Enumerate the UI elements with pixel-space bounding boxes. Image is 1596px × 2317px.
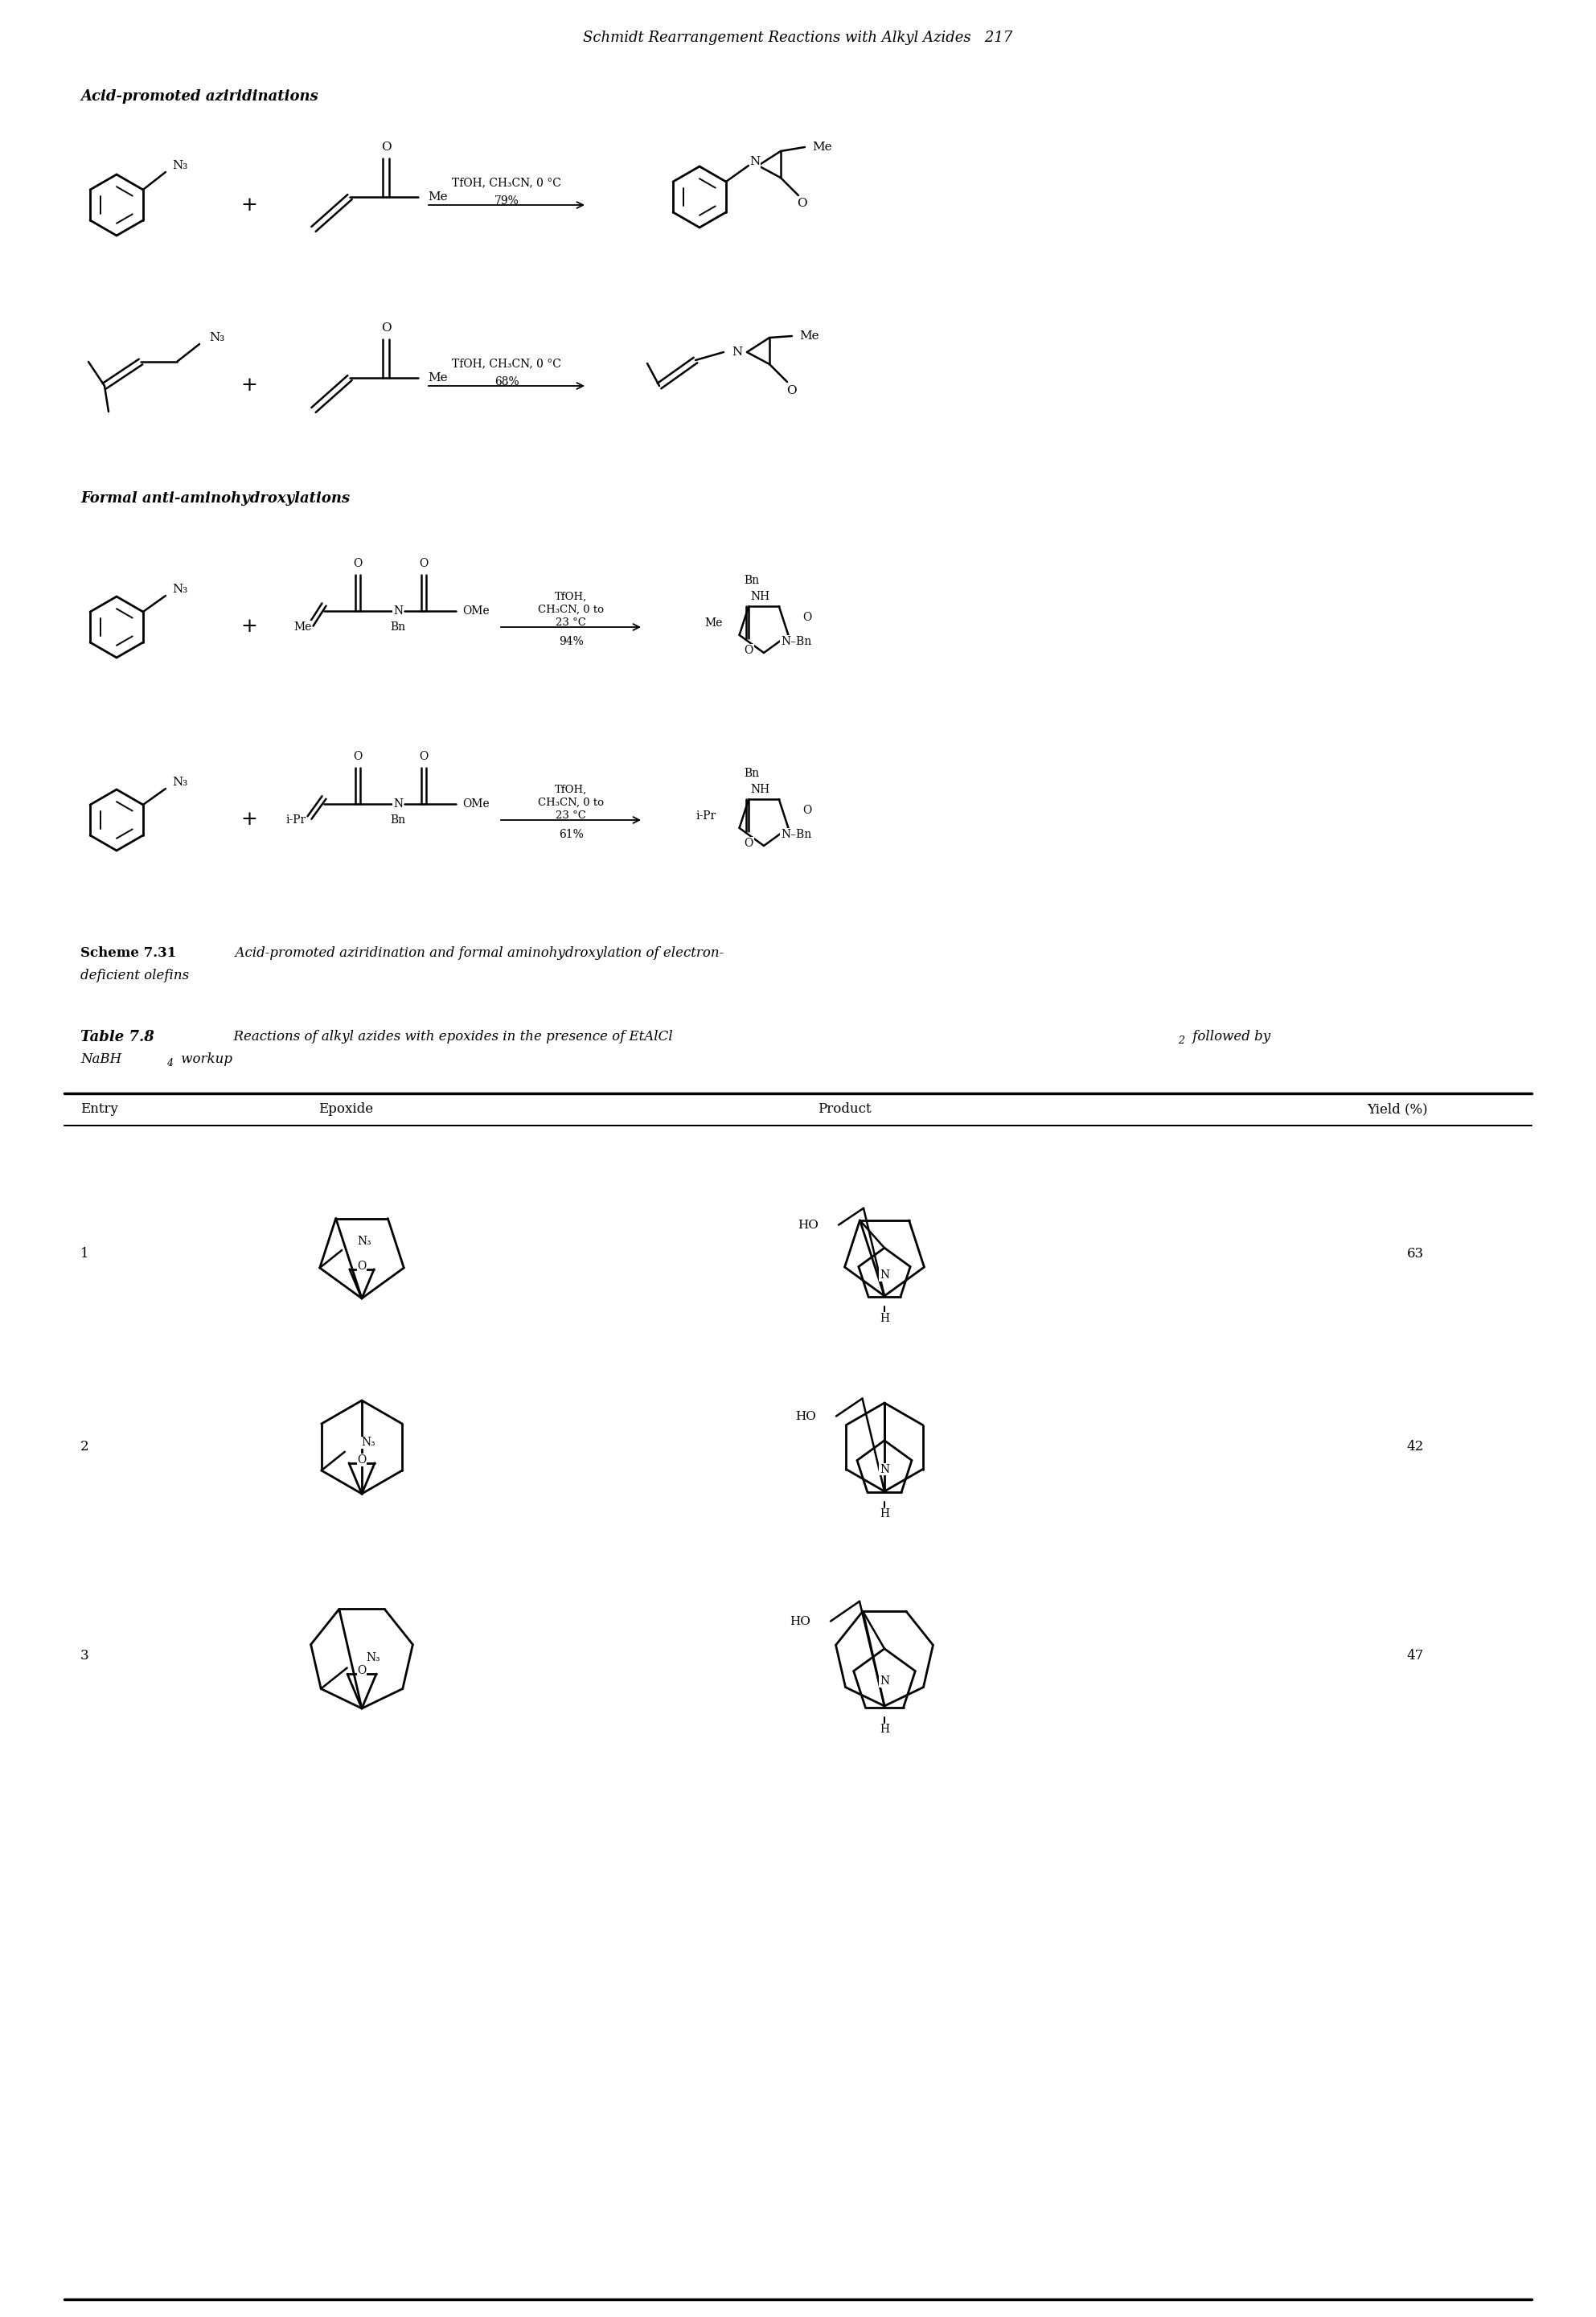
Text: 23 °C: 23 °C xyxy=(555,811,586,820)
Text: Table 7.8: Table 7.8 xyxy=(80,1029,155,1045)
Text: HO: HO xyxy=(790,1615,811,1627)
Text: O: O xyxy=(803,804,812,816)
Text: O: O xyxy=(744,644,753,656)
Text: TfOH, CH₃CN, 0 °C: TfOH, CH₃CN, 0 °C xyxy=(452,176,562,188)
Text: N: N xyxy=(393,605,402,616)
Text: Yield (%): Yield (%) xyxy=(1366,1103,1428,1117)
Text: N₃: N₃ xyxy=(209,331,225,343)
Text: Formal anti-aminohydroxylations: Formal anti-aminohydroxylations xyxy=(80,491,350,505)
Text: O: O xyxy=(358,1666,367,1675)
Text: +: + xyxy=(241,811,257,829)
Text: 47: 47 xyxy=(1406,1650,1424,1664)
Text: H: H xyxy=(879,1314,889,1323)
Text: i-Pr: i-Pr xyxy=(696,811,717,823)
Text: 63: 63 xyxy=(1406,1247,1424,1260)
Text: CH₃CN, 0 to: CH₃CN, 0 to xyxy=(538,605,603,614)
Text: 2: 2 xyxy=(1178,1036,1184,1047)
Text: OMe: OMe xyxy=(463,605,490,616)
Text: 3: 3 xyxy=(80,1650,89,1664)
Text: +: + xyxy=(241,619,257,637)
Text: O: O xyxy=(420,558,428,570)
Text: 4: 4 xyxy=(166,1059,172,1068)
Text: TfOH, CH₃CN, 0 °C: TfOH, CH₃CN, 0 °C xyxy=(452,357,562,368)
Text: N₃: N₃ xyxy=(361,1437,375,1448)
Text: Schmidt Rearrangement Reactions with Alkyl Azides   217: Schmidt Rearrangement Reactions with Alk… xyxy=(583,30,1013,44)
Text: i-Pr: i-Pr xyxy=(286,813,306,825)
Text: N₃: N₃ xyxy=(172,160,188,171)
Text: TfOH,: TfOH, xyxy=(555,591,587,602)
Text: +: + xyxy=(241,195,257,213)
Text: N: N xyxy=(879,1675,889,1687)
Text: H: H xyxy=(879,1724,889,1735)
Text: Me: Me xyxy=(428,373,448,385)
Text: 42: 42 xyxy=(1406,1441,1424,1455)
Text: Me: Me xyxy=(800,331,820,341)
Text: NaBH: NaBH xyxy=(80,1052,121,1066)
Text: N–Bn: N–Bn xyxy=(780,829,811,841)
Text: O: O xyxy=(744,839,753,848)
Text: N: N xyxy=(733,348,742,357)
Text: O: O xyxy=(381,322,391,334)
Text: HO: HO xyxy=(798,1219,819,1230)
Text: H: H xyxy=(879,1508,889,1520)
Text: N: N xyxy=(750,155,760,167)
Text: 2: 2 xyxy=(80,1441,89,1455)
Text: TfOH,: TfOH, xyxy=(555,783,587,795)
Text: 1: 1 xyxy=(80,1247,89,1260)
Text: 68%: 68% xyxy=(495,375,519,387)
Text: followed by: followed by xyxy=(1189,1031,1270,1045)
Text: N: N xyxy=(879,1464,889,1476)
Text: HO: HO xyxy=(795,1411,816,1423)
Text: N₃: N₃ xyxy=(358,1235,370,1247)
Text: Me: Me xyxy=(428,192,448,202)
Text: Bn: Bn xyxy=(391,621,405,633)
Text: N: N xyxy=(393,799,402,809)
Text: CH₃CN, 0 to: CH₃CN, 0 to xyxy=(538,797,603,809)
Text: N₃: N₃ xyxy=(172,776,188,788)
Text: O: O xyxy=(803,612,812,623)
Text: O: O xyxy=(358,1260,367,1272)
Text: workup: workup xyxy=(177,1052,233,1066)
Text: Epoxide: Epoxide xyxy=(318,1103,373,1117)
Text: Me: Me xyxy=(294,621,311,633)
Text: Acid-promoted aziridination and formal aminohydroxylation of electron-: Acid-promoted aziridination and formal a… xyxy=(227,945,725,959)
Text: O: O xyxy=(358,1455,367,1467)
Text: 94%: 94% xyxy=(559,635,583,646)
Text: N: N xyxy=(879,1270,889,1281)
Text: Reactions of alkyl azides with epoxides in the presence of EtAlCl: Reactions of alkyl azides with epoxides … xyxy=(225,1031,674,1045)
Text: Me: Me xyxy=(705,616,723,628)
Text: Acid-promoted aziridinations: Acid-promoted aziridinations xyxy=(80,90,318,104)
Text: 79%: 79% xyxy=(495,195,519,206)
Text: N₃: N₃ xyxy=(172,584,188,595)
Text: O: O xyxy=(798,197,808,209)
Text: Scheme 7.31: Scheme 7.31 xyxy=(80,945,176,959)
Text: Bn: Bn xyxy=(391,813,405,825)
Text: O: O xyxy=(381,141,391,153)
Text: Bn: Bn xyxy=(744,767,760,779)
Text: Bn: Bn xyxy=(744,575,760,586)
Text: OMe: OMe xyxy=(463,799,490,809)
Text: Me: Me xyxy=(812,141,833,153)
Text: O: O xyxy=(787,385,796,396)
Text: O: O xyxy=(353,558,362,570)
Text: N₃: N₃ xyxy=(365,1652,380,1664)
Text: 23 °C: 23 °C xyxy=(555,616,586,628)
Text: NH: NH xyxy=(750,783,769,795)
Text: N–Bn: N–Bn xyxy=(780,635,811,646)
Text: +: + xyxy=(241,378,257,396)
Text: 61%: 61% xyxy=(559,829,583,841)
Text: Entry: Entry xyxy=(80,1103,118,1117)
Text: Product: Product xyxy=(817,1103,871,1117)
Text: O: O xyxy=(353,751,362,762)
Text: O: O xyxy=(420,751,428,762)
Text: NH: NH xyxy=(750,591,769,602)
Text: deficient olefins: deficient olefins xyxy=(80,969,188,982)
